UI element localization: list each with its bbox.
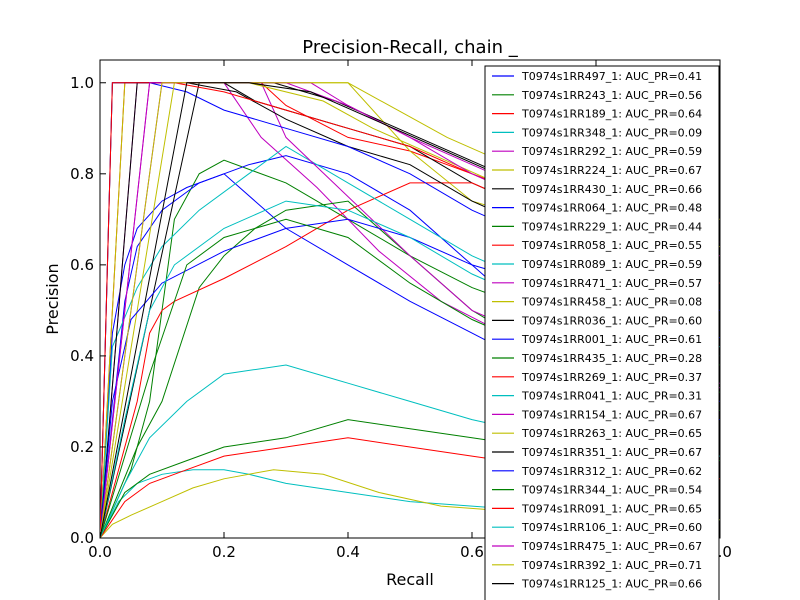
- y-tick-label: 0.2: [70, 438, 94, 456]
- legend-entry-17: T0974s1RR269_1: AUC_PR=0.37: [492, 371, 702, 384]
- legend-label: T0974s1RR348_1: AUC_PR=0.09: [521, 126, 702, 139]
- x-axis-label: Recall: [386, 570, 434, 589]
- legend-entry-10: T0974s1RR058_1: AUC_PR=0.55: [492, 239, 702, 252]
- legend-entry-8: T0974s1RR064_1: AUC_PR=0.48: [492, 202, 702, 215]
- legend-label: T0974s1RR497_1: AUC_PR=0.41: [521, 70, 702, 83]
- legend-entry-7: T0974s1RR430_1: AUC_PR=0.66: [492, 183, 702, 196]
- legend-label: T0974s1RR458_1: AUC_PR=0.08: [521, 296, 702, 309]
- legend-label: T0974s1RR435_1: AUC_PR=0.28: [521, 352, 702, 365]
- legend-label: T0974s1RR312_1: AUC_PR=0.62: [521, 465, 702, 478]
- x-tick-label: 0.0: [88, 543, 112, 561]
- legend-entry-20: T0974s1RR263_1: AUC_PR=0.65: [492, 427, 702, 440]
- legend-label: T0974s1RR229_1: AUC_PR=0.44: [521, 220, 702, 233]
- legend-entry-25: T0974s1RR106_1: AUC_PR=0.60: [492, 521, 702, 534]
- legend-entry-1: T0974s1RR497_1: AUC_PR=0.41: [492, 70, 702, 83]
- x-tick-label: 0.2: [212, 543, 236, 561]
- legend-label: T0974s1RR471_1: AUC_PR=0.57: [521, 277, 702, 290]
- legend-entry-16: T0974s1RR435_1: AUC_PR=0.28: [492, 352, 702, 365]
- legend-box: [484, 65, 720, 600]
- legend-label: T0974s1RR392_1: AUC_PR=0.71: [521, 559, 702, 572]
- legend-label: T0974s1RR243_1: AUC_PR=0.56: [521, 89, 702, 102]
- legend-entry-6: T0974s1RR224_1: AUC_PR=0.67: [492, 164, 702, 177]
- x-tick-label: 0.4: [336, 543, 360, 561]
- legend-entry-2: T0974s1RR243_1: AUC_PR=0.56: [492, 89, 702, 102]
- legend-label: T0974s1RR344_1: AUC_PR=0.54: [521, 484, 702, 497]
- legend-entry-13: T0974s1RR458_1: AUC_PR=0.08: [492, 296, 702, 309]
- legend-label: T0974s1RR125_1: AUC_PR=0.66: [521, 578, 702, 591]
- legend-label: T0974s1RR036_1: AUC_PR=0.60: [521, 314, 702, 327]
- legend-entry-5: T0974s1RR292_1: AUC_PR=0.59: [492, 145, 702, 158]
- legend-label: T0974s1RR224_1: AUC_PR=0.67: [521, 164, 702, 177]
- legend-label: T0974s1RR269_1: AUC_PR=0.37: [521, 371, 702, 384]
- y-axis-label: Precision: [43, 263, 62, 334]
- legend-entry-18: T0974s1RR041_1: AUC_PR=0.31: [492, 390, 702, 403]
- legend-label: T0974s1RR351_1: AUC_PR=0.67: [521, 446, 702, 459]
- legend-entry-14: T0974s1RR036_1: AUC_PR=0.60: [492, 314, 702, 327]
- legend-label: T0974s1RR106_1: AUC_PR=0.60: [521, 521, 702, 534]
- legend-entries: T0974s1RR497_1: AUC_PR=0.41 T0974s1RR243_…: [492, 70, 702, 591]
- y-tick-label: 0.0: [70, 529, 94, 547]
- y-tick-label: 0.6: [70, 256, 94, 274]
- legend-label: T0974s1RR091_1: AUC_PR=0.65: [521, 502, 702, 515]
- legend-label: T0974s1RR263_1: AUC_PR=0.65: [521, 427, 702, 440]
- legend-entry-22: T0974s1RR312_1: AUC_PR=0.62: [492, 465, 702, 478]
- legend-entry-21: T0974s1RR351_1: AUC_PR=0.67: [492, 446, 702, 459]
- legend-entry-3: T0974s1RR189_1: AUC_PR=0.64: [492, 108, 702, 121]
- y-tick-label: 0.8: [70, 165, 94, 183]
- legend-label: T0974s1RR001_1: AUC_PR=0.61: [521, 333, 702, 346]
- legend-entry-28: T0974s1RR125_1: AUC_PR=0.66: [492, 578, 702, 591]
- legend-label: T0974s1RR154_1: AUC_PR=0.67: [521, 408, 702, 421]
- legend-label: T0974s1RR041_1: AUC_PR=0.31: [521, 390, 702, 403]
- legend-entry-27: T0974s1RR392_1: AUC_PR=0.71: [492, 559, 702, 572]
- legend-entry-19: T0974s1RR154_1: AUC_PR=0.67: [492, 408, 702, 421]
- legend-label: T0974s1RR292_1: AUC_PR=0.59: [521, 145, 702, 158]
- chart-title: Precision-Recall, chain _: [302, 37, 518, 58]
- legend-label: T0974s1RR064_1: AUC_PR=0.48: [521, 202, 702, 215]
- legend-entry-26: T0974s1RR475_1: AUC_PR=0.67: [492, 540, 702, 553]
- legend-entry-11: T0974s1RR089_1: AUC_PR=0.59: [492, 258, 702, 271]
- y-tick-label: 1.0: [70, 74, 94, 92]
- legend-label: T0974s1RR475_1: AUC_PR=0.67: [521, 540, 702, 553]
- legend-entry-9: T0974s1RR229_1: AUC_PR=0.44: [492, 220, 702, 233]
- legend-label: T0974s1RR189_1: AUC_PR=0.64: [521, 108, 702, 121]
- legend-label: T0974s1RR430_1: AUC_PR=0.66: [521, 183, 702, 196]
- legend-entry-4: T0974s1RR348_1: AUC_PR=0.09: [492, 126, 702, 139]
- legend-label: T0974s1RR089_1: AUC_PR=0.59: [521, 258, 702, 271]
- legend-entry-24: T0974s1RR091_1: AUC_PR=0.65: [492, 502, 702, 515]
- x-tick-label: 0.6: [460, 543, 484, 561]
- legend: T0974s1RR497_1: AUC_PR=0.41 T0974s1RR243_…: [484, 65, 720, 600]
- legend-entry-12: T0974s1RR471_1: AUC_PR=0.57: [492, 277, 702, 290]
- legend-entry-23: T0974s1RR344_1: AUC_PR=0.54: [492, 484, 702, 497]
- legend-entry-15: T0974s1RR001_1: AUC_PR=0.61: [492, 333, 702, 346]
- legend-label: T0974s1RR058_1: AUC_PR=0.55: [521, 239, 702, 252]
- y-tick-label: 0.4: [70, 347, 94, 365]
